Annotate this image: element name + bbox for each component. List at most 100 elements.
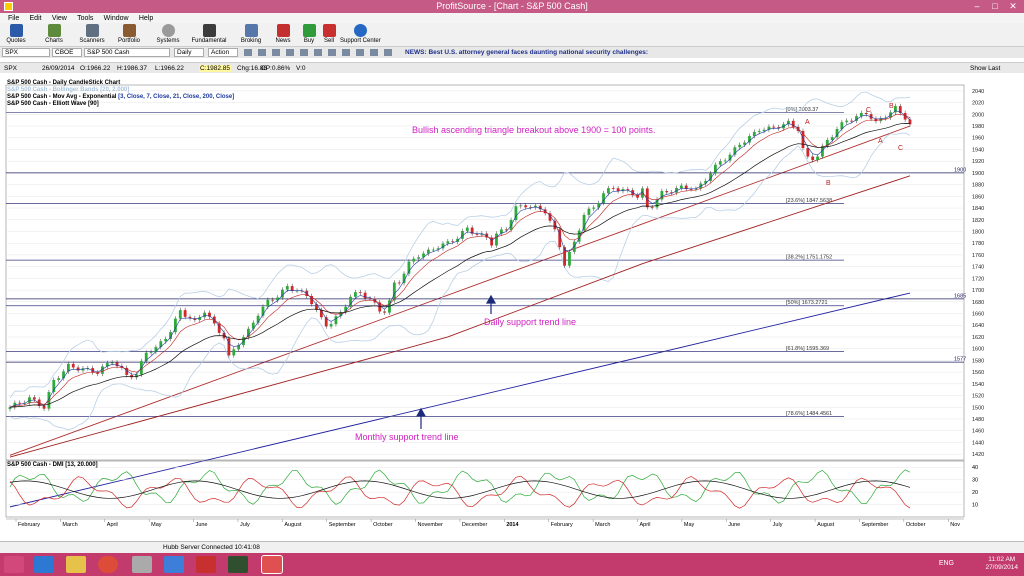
fib-label: [78.6%] 1484.4561 — [786, 411, 832, 417]
menu-bar: File Edit View Tools Window Help — [0, 13, 1024, 23]
menu-window[interactable]: Window — [103, 15, 129, 22]
candle-body — [276, 297, 279, 301]
candle-body — [71, 363, 75, 368]
candle-body — [76, 367, 80, 371]
candle-body — [757, 130, 761, 132]
minimize-button[interactable]: – — [974, 1, 980, 11]
show-last-button[interactable]: Show Last — [970, 65, 1001, 72]
portfolio-button[interactable]: Portfolio — [116, 24, 142, 45]
chart-legend: S&P 500 Cash - Daily CandleStick Chart S… — [7, 80, 234, 107]
news-button[interactable]: News — [272, 24, 294, 45]
y-tick-label: 1760 — [972, 253, 984, 259]
info-change: Chg:16.86 — [237, 65, 267, 72]
candle-body — [903, 113, 907, 120]
candle-body — [358, 292, 362, 294]
exchange-field[interactable]: CBOE — [52, 48, 82, 57]
candle-body — [281, 289, 284, 298]
period-select[interactable]: Daily — [174, 48, 204, 57]
candle-body — [354, 292, 357, 297]
x-tick-label: September — [329, 522, 356, 528]
menu-tools[interactable]: Tools — [77, 15, 94, 22]
candle-body — [504, 229, 508, 231]
app-icon-3[interactable] — [164, 556, 184, 573]
news-ticker[interactable]: NEWS: Best U.S. attorney general faces d… — [405, 49, 649, 56]
maximize-button[interactable]: □ — [992, 1, 998, 11]
candle-body — [670, 192, 674, 194]
info-volume: V:0 — [296, 65, 306, 72]
candle-body — [626, 189, 630, 191]
candle-body — [422, 253, 425, 258]
candle-body — [81, 368, 85, 371]
profitsource-taskbar-icon[interactable] — [261, 555, 283, 574]
clock[interactable]: 11:02 AM 27/09/2014 — [985, 556, 1018, 571]
fundamental-button[interactable]: Fundamental — [191, 24, 227, 45]
x-tick-label: July — [240, 522, 250, 528]
start-icon[interactable] — [4, 556, 24, 573]
ie-icon[interactable] — [34, 556, 54, 573]
buy-button[interactable]: Buy — [300, 24, 318, 45]
dmi-tick-label: 30 — [972, 478, 978, 484]
chrome-icon[interactable] — [98, 556, 118, 573]
candle-body — [529, 207, 532, 209]
legend-candles: S&P 500 Cash - Daily CandleStick Chart — [7, 80, 120, 86]
language-indicator[interactable]: ENG — [938, 560, 954, 567]
candle-body — [650, 207, 654, 209]
candle-body — [762, 129, 766, 131]
systems-icon — [161, 24, 175, 37]
candle-body — [232, 349, 236, 356]
wave-label-b2: B — [889, 103, 894, 110]
systems-button[interactable]: Systems — [155, 24, 181, 45]
daily-arrow-icon — [485, 294, 497, 314]
menu-help[interactable]: Help — [138, 15, 154, 22]
candle-body — [743, 142, 746, 145]
scanners-button[interactable]: Scanners — [78, 24, 106, 45]
candle-body — [728, 154, 732, 161]
candle-body — [641, 188, 644, 198]
adx-line — [9, 480, 911, 499]
x-tick-label: Nov — [950, 522, 960, 528]
candle-body — [499, 229, 503, 234]
candle-body — [383, 311, 386, 313]
security-name-field[interactable]: S&P 500 Cash — [84, 48, 170, 57]
y-tick-label: 1560 — [972, 370, 984, 376]
server-status: Hubb Server Connected 10:41:08 — [163, 544, 260, 551]
app-icon-5[interactable] — [228, 556, 248, 573]
app-icon-4[interactable] — [196, 556, 216, 573]
candle-body — [412, 258, 416, 262]
menu-file[interactable]: File — [8, 15, 20, 22]
support-center-button[interactable]: Support Center — [340, 24, 381, 45]
candle-body — [144, 352, 148, 362]
x-tick-label: April — [107, 522, 118, 528]
explorer-icon[interactable] — [66, 556, 86, 573]
candle-body — [42, 405, 46, 409]
candle-body — [246, 328, 250, 338]
action-menu[interactable]: Action — [208, 48, 238, 57]
candle-body — [602, 193, 605, 204]
menu-edit[interactable]: Edit — [29, 15, 42, 22]
daily-support-trend-line — [9, 125, 911, 456]
candle-body — [203, 312, 206, 318]
candle-body — [237, 345, 241, 350]
chart-tools-icons[interactable] — [244, 49, 394, 56]
price-chart[interactable]: 1900 1685 1577 [0%] 2003.37 [23.6%] 1847.56… — [0, 73, 1024, 529]
quotes-icon — [9, 24, 23, 37]
info-open: O:1966.22 — [80, 65, 111, 72]
candle-body — [869, 114, 873, 119]
candle-body — [349, 296, 352, 307]
quotes-button[interactable]: Quotes — [4, 24, 28, 45]
help-icon — [353, 24, 367, 37]
candle-body — [718, 161, 722, 165]
candle-body — [451, 241, 455, 243]
menu-view[interactable]: View — [51, 15, 67, 22]
candle-body — [295, 290, 299, 292]
candle-body — [791, 120, 795, 127]
charts-button[interactable]: Charts — [42, 24, 66, 45]
candle-body — [748, 136, 751, 143]
broking-button[interactable]: Broking — [238, 24, 264, 45]
y-tick-label: 1660 — [972, 312, 984, 318]
close-button[interactable]: ✕ — [1009, 1, 1017, 11]
y-tick-label: 1740 — [972, 265, 984, 271]
app-icon-2[interactable] — [132, 556, 152, 573]
sell-button[interactable]: Sell — [320, 24, 338, 45]
symbol-input[interactable]: SPX — [2, 48, 50, 57]
